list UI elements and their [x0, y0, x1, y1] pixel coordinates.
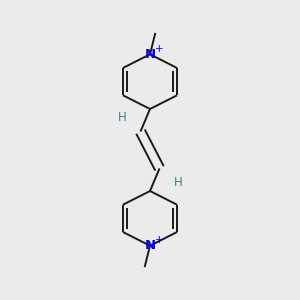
Text: +: +	[155, 236, 164, 245]
Text: +: +	[155, 44, 164, 54]
Text: H: H	[118, 111, 126, 124]
Text: H: H	[174, 176, 182, 189]
Text: N: N	[144, 48, 156, 61]
Text: N: N	[144, 239, 156, 252]
